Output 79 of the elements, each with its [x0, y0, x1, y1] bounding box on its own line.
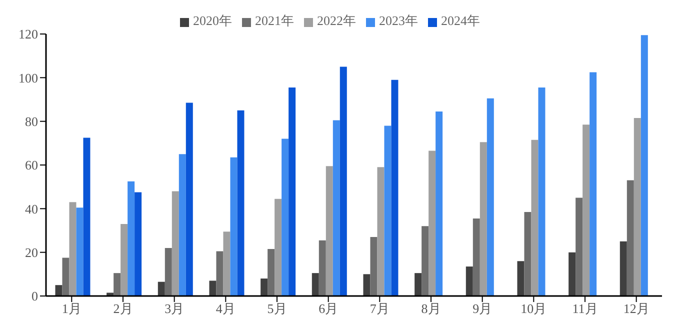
- bar: [186, 102, 193, 296]
- bar: [414, 273, 422, 296]
- bar: [590, 72, 597, 296]
- y-tick-label: 100: [18, 70, 38, 86]
- x-tick-label: 10月: [520, 301, 547, 316]
- x-tick-label: 3月: [164, 301, 184, 316]
- bar: [106, 292, 114, 296]
- bar: [268, 249, 275, 296]
- y-tick-label: 40: [25, 201, 38, 216]
- bar: [582, 124, 590, 296]
- bar: [288, 87, 296, 296]
- bar: [480, 142, 487, 296]
- bar: [422, 226, 429, 296]
- bar: [312, 273, 319, 296]
- y-tick-label: 0: [32, 288, 38, 304]
- y-tick-label: 60: [25, 158, 38, 173]
- bar: [524, 212, 532, 296]
- bar: [237, 110, 244, 296]
- x-tick-label: 9月: [472, 301, 492, 316]
- bar: [158, 282, 165, 296]
- bar: [472, 218, 480, 296]
- bar: [62, 258, 70, 296]
- bar: [230, 157, 238, 296]
- bar: [634, 118, 641, 296]
- bar: [332, 120, 340, 296]
- bar: [568, 252, 576, 296]
- legend-label: 2023年: [379, 13, 418, 28]
- x-tick-label: 12月: [623, 301, 650, 316]
- bar: [83, 138, 90, 296]
- bar: [134, 192, 142, 296]
- bar: [391, 80, 398, 296]
- bar: [164, 248, 172, 296]
- bar: [466, 266, 473, 296]
- bar: [377, 167, 384, 296]
- bar: [69, 202, 76, 296]
- bar: [326, 166, 333, 296]
- bar: [209, 280, 216, 296]
- bar: [216, 251, 224, 296]
- bar: [517, 261, 524, 296]
- x-tick-label: 5月: [267, 301, 287, 316]
- bar: [318, 240, 326, 296]
- x-tick-label: 1月: [62, 301, 82, 316]
- bar: [76, 208, 84, 296]
- bar: [428, 150, 436, 296]
- legend-label: 2020年: [193, 13, 232, 28]
- bar: [260, 278, 268, 296]
- bar: [384, 126, 392, 296]
- x-tick-label: 6月: [318, 301, 338, 316]
- bar: [576, 198, 583, 296]
- x-tick-label: 11月: [572, 301, 598, 316]
- bar: [340, 66, 347, 296]
- bar: [172, 191, 179, 296]
- bar: [531, 140, 538, 296]
- x-tick-label: 4月: [216, 301, 236, 316]
- bar: [538, 87, 546, 296]
- bar: [114, 273, 121, 296]
- bar: [620, 241, 627, 296]
- bar: [436, 112, 443, 296]
- x-tick-label: 7月: [370, 301, 390, 316]
- bar: [128, 181, 135, 296]
- bar: [55, 285, 62, 296]
- y-tick-label: 80: [25, 114, 38, 129]
- legend-label: 2021年: [255, 13, 294, 28]
- y-tick-label: 20: [25, 244, 38, 260]
- y-tick-label: 120: [18, 26, 38, 42]
- legend-label: 2022年: [317, 13, 356, 28]
- bar: [370, 237, 378, 296]
- x-tick-label: 2月: [113, 301, 133, 316]
- bar: [282, 138, 289, 296]
- bar: [178, 154, 186, 296]
- x-tick-label: 8月: [421, 301, 441, 316]
- bar: [626, 180, 634, 296]
- bar: [223, 232, 230, 296]
- bar: [486, 98, 494, 296]
- bar: [640, 35, 648, 296]
- legend-label: 2024年: [441, 13, 480, 28]
- bar: [120, 224, 128, 296]
- bar: [274, 198, 282, 296]
- bar: [363, 274, 370, 296]
